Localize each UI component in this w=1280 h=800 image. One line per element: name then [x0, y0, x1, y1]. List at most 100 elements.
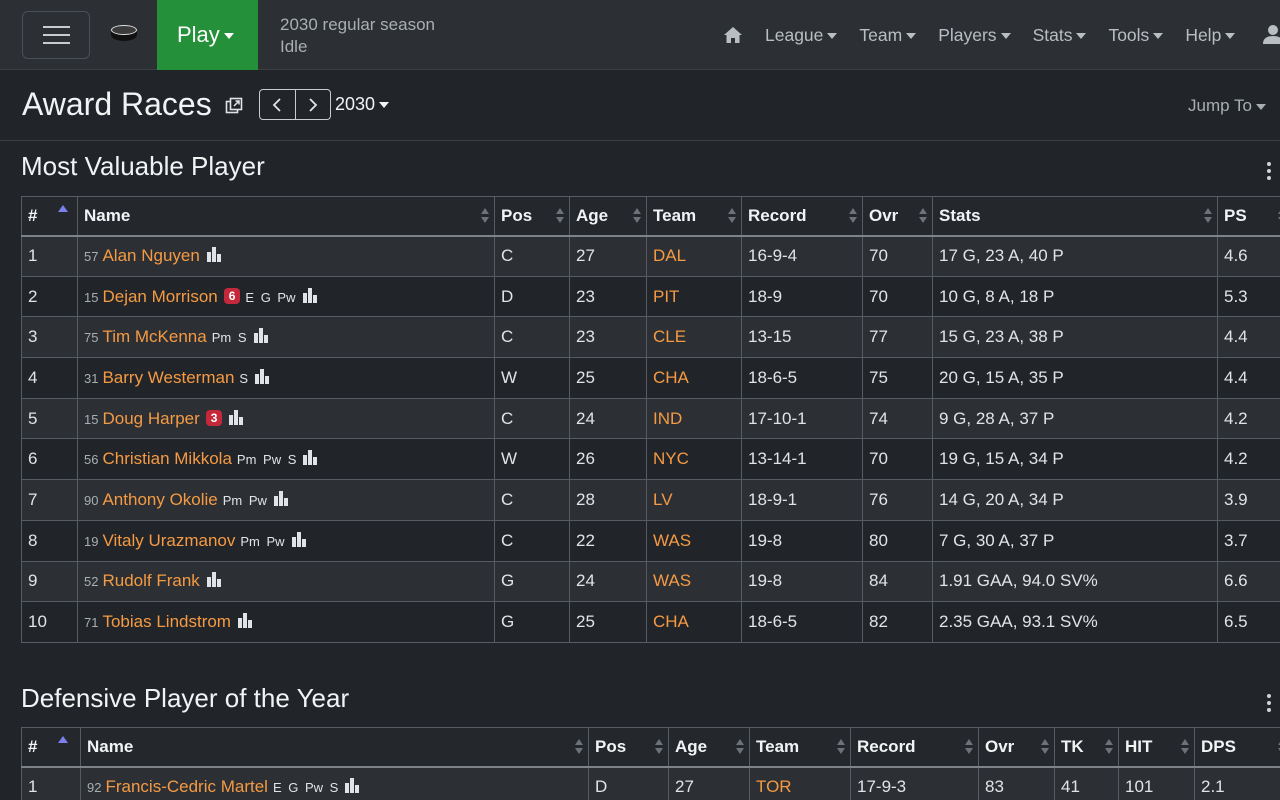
puck-logo[interactable] [111, 25, 137, 45]
kebab-icon[interactable] [1266, 162, 1272, 184]
team-link[interactable]: IND [653, 408, 683, 428]
player-link[interactable]: Anthony Okolie [102, 489, 218, 509]
record: 13-15 [748, 327, 792, 347]
stats: 2.35 GAA, 93.1 SV% [939, 612, 1098, 632]
chart-icon[interactable] [291, 531, 307, 547]
column-header[interactable]: Age [569, 196, 647, 236]
player-link[interactable]: Tobias Lindstrom [102, 612, 231, 632]
chart-icon[interactable] [206, 246, 222, 263]
jump-to-menu[interactable]: Jump To [1188, 96, 1266, 116]
team-link[interactable]: WAS [653, 571, 692, 591]
column-header[interactable]: Ovr [978, 727, 1055, 767]
team-link[interactable]: WAS [653, 530, 692, 550]
play-button[interactable]: Play [157, 0, 258, 70]
chart-icon[interactable] [253, 327, 269, 344]
column-header[interactable]: Pos [494, 196, 570, 236]
column-header[interactable]: PS [1217, 196, 1280, 236]
age: 27 [576, 246, 595, 266]
rank-cell: 8 [21, 519, 78, 562]
column-header[interactable]: # [21, 196, 78, 236]
jersey-number: 71 [84, 615, 99, 631]
rank: 10 [28, 612, 47, 632]
external-link-icon[interactable] [225, 97, 243, 115]
column-header[interactable]: TK [1054, 727, 1119, 767]
chart-icon[interactable] [228, 409, 244, 425]
injury-badge[interactable]: 6 [223, 287, 241, 304]
column-header[interactable]: Stats [932, 196, 1218, 236]
nav-stats[interactable]: Stats [1033, 25, 1087, 46]
team-link[interactable]: LV [653, 489, 673, 509]
nav-players[interactable]: Players [938, 25, 1011, 46]
prev-season-button[interactable] [260, 90, 296, 119]
player-name-cell: 19 Vitaly Urazmanov Pm Pw [77, 519, 495, 562]
stats: 7 G, 30 A, 37 P [939, 530, 1055, 550]
nav-help[interactable]: Help [1185, 25, 1236, 46]
stats: 15 G, 23 A, 38 P [939, 327, 1064, 347]
column-header[interactable]: Ovr [862, 196, 933, 236]
column-header[interactable]: Name [77, 196, 495, 236]
nav-league[interactable]: League [765, 25, 838, 46]
player-link[interactable]: Barry Westerman [102, 367, 235, 387]
age-cell: 27 [668, 766, 750, 800]
column-header[interactable]: Pos [588, 727, 669, 767]
record-cell: 18-6-5 [741, 357, 863, 399]
column-header-label: DPS [1201, 736, 1236, 756]
column-header[interactable]: Name [80, 727, 589, 767]
chart-icon[interactable] [237, 612, 253, 629]
jersey-number: 90 [84, 492, 99, 508]
team-link[interactable]: CHA [653, 367, 689, 387]
column-header[interactable]: DPS [1194, 727, 1280, 767]
player-link[interactable]: Rudolf Frank [102, 571, 200, 591]
chart-icon[interactable] [344, 777, 360, 794]
user-icon[interactable] [1262, 24, 1280, 44]
column-header[interactable]: # [21, 727, 81, 767]
table-row: 1 92 Francis-Cedric Martel E G Pw S D 27 TOR 17… [21, 766, 1280, 800]
player-link[interactable]: Dejan Morrison [102, 286, 218, 306]
team-link[interactable]: CHA [653, 612, 689, 632]
home-icon[interactable] [723, 25, 743, 45]
sort-asc-icon [58, 736, 68, 743]
nav-tools[interactable]: Tools [1108, 25, 1164, 46]
table-row: 4 31 Barry Westerman S W 25 CHA 18-6-5 75 20 G, 1… [21, 357, 1280, 399]
player-link[interactable]: Vitaly Urazmanov [102, 530, 236, 550]
player-link[interactable]: Alan Nguyen [102, 246, 200, 266]
column-header[interactable]: Team [646, 196, 742, 236]
chart-icon[interactable] [254, 368, 270, 384]
column-header[interactable]: Record [741, 196, 863, 236]
player-link[interactable]: Francis-Cedric Martel [105, 777, 268, 797]
column-header[interactable]: Age [668, 727, 750, 767]
chart-icon[interactable] [302, 449, 318, 466]
column-header[interactable]: HIT [1118, 727, 1195, 767]
team-link[interactable]: DAL [653, 246, 687, 266]
player-link[interactable]: Tim McKenna [102, 327, 207, 347]
team-link[interactable]: NYC [653, 449, 689, 469]
player-link[interactable]: Christian Mikkola [102, 449, 232, 469]
menu-toggle-button[interactable] [22, 11, 90, 59]
kebab-icon[interactable] [1266, 694, 1272, 716]
team-link[interactable]: TOR [756, 777, 792, 797]
sort-asc-icon [58, 205, 68, 212]
table-row: 8 19 Vitaly Urazmanov Pm Pw C 22 WAS 19-8 80 7 G,… [21, 519, 1280, 562]
next-season-button[interactable] [296, 90, 331, 119]
sort-icon [556, 208, 564, 224]
year-select[interactable]: 2030 [335, 94, 390, 115]
nav-links: League Team Players Stats Tools Help [723, 0, 1257, 70]
menu-icon-bar [43, 42, 70, 44]
stats: 1.91 GAA, 94.0 SV% [939, 571, 1098, 591]
chevron-left-icon [272, 97, 281, 112]
team-link-cell: LV [646, 479, 742, 521]
season-status: 2030 regular season Idle [280, 14, 435, 58]
injury-badge[interactable]: 3 [205, 409, 223, 426]
nav-team[interactable]: Team [859, 25, 917, 46]
nav-stats-label: Stats [1032, 24, 1073, 45]
team-link[interactable]: PIT [653, 286, 680, 306]
hit: 101 [1125, 777, 1154, 797]
chart-icon[interactable] [302, 287, 318, 303]
player-link[interactable]: Doug Harper [102, 408, 200, 428]
chart-icon[interactable] [206, 571, 222, 588]
pos: D [501, 286, 514, 306]
column-header[interactable]: Record [850, 727, 979, 767]
team-link[interactable]: CLE [653, 327, 687, 347]
chart-icon[interactable] [273, 490, 289, 506]
column-header[interactable]: Team [749, 727, 851, 767]
